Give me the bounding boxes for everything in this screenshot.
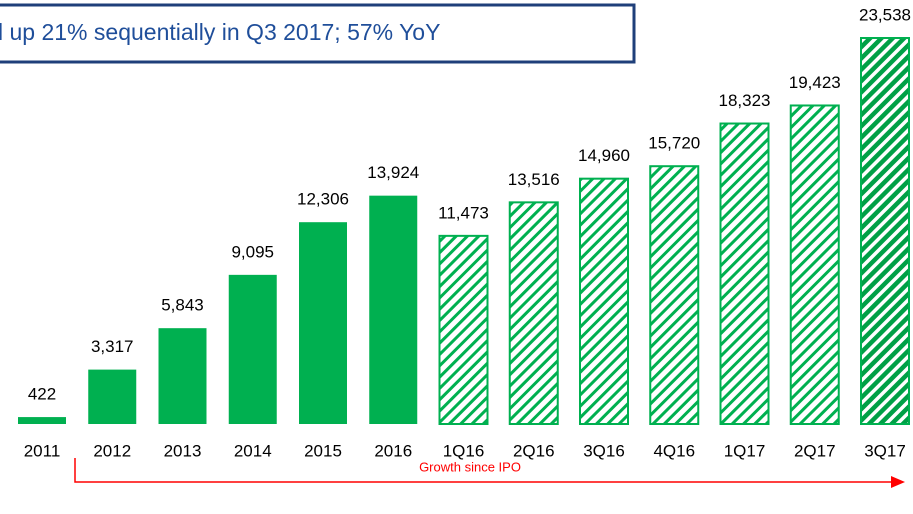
x-tick-label: 3Q16 (583, 441, 625, 460)
bar (719, 122, 770, 425)
value-label: 12,306 (297, 190, 349, 209)
annotation-arrow (74, 458, 893, 483)
bar (438, 234, 489, 425)
annotation: Growth since IPO (419, 459, 521, 474)
bar (579, 177, 629, 425)
chart-title: l up 21% sequentially in Q3 2017; 57% Yo… (0, 19, 440, 45)
bar (158, 328, 207, 424)
value-label: 23,538 (859, 5, 911, 24)
value-label: 13,516 (508, 170, 560, 189)
x-tick-label: 2Q16 (513, 441, 555, 460)
x-tick-label: 2012 (93, 441, 131, 460)
title-box (0, 3, 636, 64)
bar (649, 165, 700, 425)
value-label: 13,924 (367, 163, 419, 182)
x-tick-label: 1Q16 (443, 441, 485, 460)
bar (18, 417, 66, 424)
x-tick-label: 4Q16 (653, 441, 695, 460)
value-label: 19,423 (789, 73, 841, 92)
value-label: 11,473 (438, 203, 489, 222)
value-label: 18,323 (719, 91, 771, 110)
value-label: 3,317 (91, 337, 134, 356)
x-tick-label: 2014 (234, 441, 272, 460)
bar (508, 201, 559, 425)
bar (369, 195, 418, 424)
arrow-head (891, 476, 905, 488)
x-tick-label: 2015 (304, 441, 342, 460)
value-label: 5,843 (161, 296, 204, 315)
bar (228, 274, 277, 424)
x-tick-label: 3Q17 (864, 441, 906, 460)
value-label: 15,720 (648, 134, 700, 153)
x-tick-label: 1Q17 (724, 441, 766, 460)
x-tick-label: 2013 (164, 441, 202, 460)
value-label: 14,960 (578, 146, 630, 165)
bar (789, 104, 840, 426)
x-tick-label: 2016 (374, 441, 412, 460)
bar (299, 222, 347, 424)
x-tick-label: 2011 (24, 441, 61, 460)
value-label: 9,095 (231, 242, 274, 261)
value-label: 422 (28, 385, 56, 404)
bar (88, 369, 137, 424)
bar (860, 37, 910, 425)
x-tick-label: 2Q17 (794, 441, 836, 460)
